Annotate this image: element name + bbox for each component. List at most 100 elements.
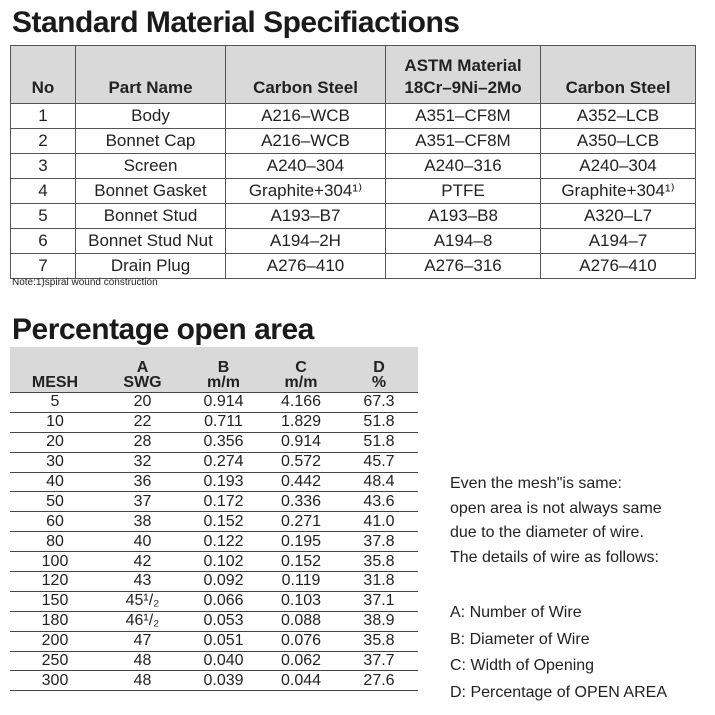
explanation-line: Even the mesh"is same:	[450, 475, 622, 492]
cell: A320–L7	[540, 203, 696, 229]
row: 300 48 0.039 0.044 27.6	[10, 670, 418, 692]
cell: 30	[10, 452, 100, 473]
cell: Screen	[75, 153, 226, 179]
table-body: 5 20 0.914 4.166 67.3 10 22 0.711 1.829 51.8 20 28 0…	[10, 392, 418, 692]
cell: 37	[100, 491, 185, 513]
cell: A194–8	[385, 228, 541, 254]
cell: 0.062	[262, 651, 340, 672]
header-cell: Part Name	[75, 45, 226, 104]
cell: 43.6	[340, 491, 418, 513]
cell: 45.7	[340, 452, 418, 473]
cell: 37.7	[340, 651, 418, 672]
cell: 20	[10, 432, 100, 453]
cell: 0.122	[185, 531, 262, 553]
explanation-line: open area is not always same	[450, 499, 662, 517]
cell: A350–LCB	[540, 128, 696, 154]
row: 3 Screen A240–304 A240–316 A240–304	[10, 153, 696, 179]
cell: A351–CF8M	[385, 103, 541, 129]
cell: 20	[100, 392, 185, 413]
cell: 0.044	[262, 670, 340, 692]
header-cell: MESH	[10, 347, 100, 393]
row: 200 47 0.051 0.076 35.8	[10, 631, 418, 652]
cell: 0.053	[185, 611, 262, 632]
note: Note:1)spiral wound construction	[12, 277, 158, 288]
cell: Body	[75, 103, 226, 129]
cell: 48	[100, 651, 185, 672]
cell: 0.119	[262, 571, 340, 592]
legend-line: D: Percentage of OPEN AREA	[450, 683, 667, 701]
row: 120 43 0.092 0.119 31.8	[10, 571, 418, 592]
cell: 38.9	[340, 611, 418, 632]
cell: A194–2H	[225, 228, 386, 254]
header-cell: Carbon Steel	[225, 45, 386, 104]
header-text: Part Name	[108, 78, 193, 97]
cell: 200	[10, 631, 100, 652]
cell: A216–WCB	[225, 103, 386, 129]
header-text: A	[136, 359, 149, 376]
cell: 1	[10, 103, 76, 129]
cell: 37.1	[340, 591, 418, 612]
cell: A240–304	[540, 153, 696, 179]
spec-title: Standard Material Specifiactions	[12, 6, 460, 39]
explanation-line: due to the diameter of wire.	[450, 524, 644, 541]
cell: 3	[10, 153, 76, 179]
cell: Drain Plug	[75, 253, 226, 279]
cell: A193–B8	[385, 203, 541, 229]
cell: 60	[10, 511, 100, 533]
cell: 4.166	[262, 392, 340, 413]
header-text: 18Cr–9Ni–2Mo	[404, 78, 522, 97]
cell: 0.152	[262, 551, 340, 573]
row: 250 48 0.040 0.062 37.7	[10, 651, 418, 672]
header-text: D	[373, 359, 385, 376]
cell: A216–WCB	[225, 128, 386, 154]
header-text: %	[371, 374, 387, 391]
cell: 5	[10, 392, 100, 413]
header-text: ASTM Material	[404, 56, 522, 75]
row: 2 Bonnet Cap A216–WCB A351–CF8M A350–LCB	[10, 128, 696, 154]
row: 40 36 0.193 0.442 48.4	[10, 472, 418, 493]
cell: 51.8	[340, 412, 418, 433]
header-cell: A SWG	[100, 347, 185, 393]
cell: 0.271	[262, 511, 340, 533]
cell: 22	[100, 412, 185, 433]
cell: 0.051	[185, 631, 262, 652]
cell: 100	[10, 551, 100, 573]
cell: 0.102	[185, 551, 262, 573]
cell: Graphite+304¹⁾	[225, 178, 386, 204]
cell: 0.088	[262, 611, 340, 632]
cell: 0.336	[262, 491, 340, 513]
cell: 7	[10, 253, 76, 279]
cell: 51.8	[340, 432, 418, 453]
header-text: C	[295, 359, 307, 376]
cell: Bonnet Stud	[75, 203, 226, 229]
cell: 35.8	[340, 631, 418, 652]
cell: 42	[100, 551, 185, 573]
row: 5 20 0.914 4.166 67.3	[10, 392, 418, 413]
cell: 6	[10, 228, 76, 254]
cell: 47	[100, 631, 185, 652]
cell: 37.8	[340, 531, 418, 553]
header-text: m/m	[284, 374, 318, 391]
row: 6 Bonnet Stud Nut A194–2H A194–8 A194–7	[10, 228, 696, 254]
cell: 0.152	[185, 511, 262, 533]
cell: A276–410	[225, 253, 386, 279]
header-text: MESH	[31, 374, 79, 391]
cell: 46¹/₂	[100, 611, 185, 632]
cell: 48.4	[340, 472, 418, 493]
row: 5 Bonnet Stud A193–B7 A193–B8 A320–L7	[10, 203, 696, 229]
row: 180 46¹/₂ 0.053 0.088 38.9	[10, 611, 418, 632]
header-cell: Carbon Steel	[540, 45, 696, 104]
cell: 0.195	[262, 531, 340, 553]
cell: 27.6	[340, 670, 418, 692]
header-text: Carbon Steel	[565, 78, 671, 97]
cell: Bonnet Stud Nut	[75, 228, 226, 254]
cell: A351–CF8M	[385, 128, 541, 154]
cell: 0.711	[185, 412, 262, 433]
cell: 1.829	[262, 412, 340, 433]
cell: 28	[100, 432, 185, 453]
cell: 40	[100, 531, 185, 553]
cell: 10	[10, 412, 100, 433]
header-cell: No	[10, 45, 76, 104]
cell: 31.8	[340, 571, 418, 592]
cell: 45¹/₂	[100, 591, 185, 612]
